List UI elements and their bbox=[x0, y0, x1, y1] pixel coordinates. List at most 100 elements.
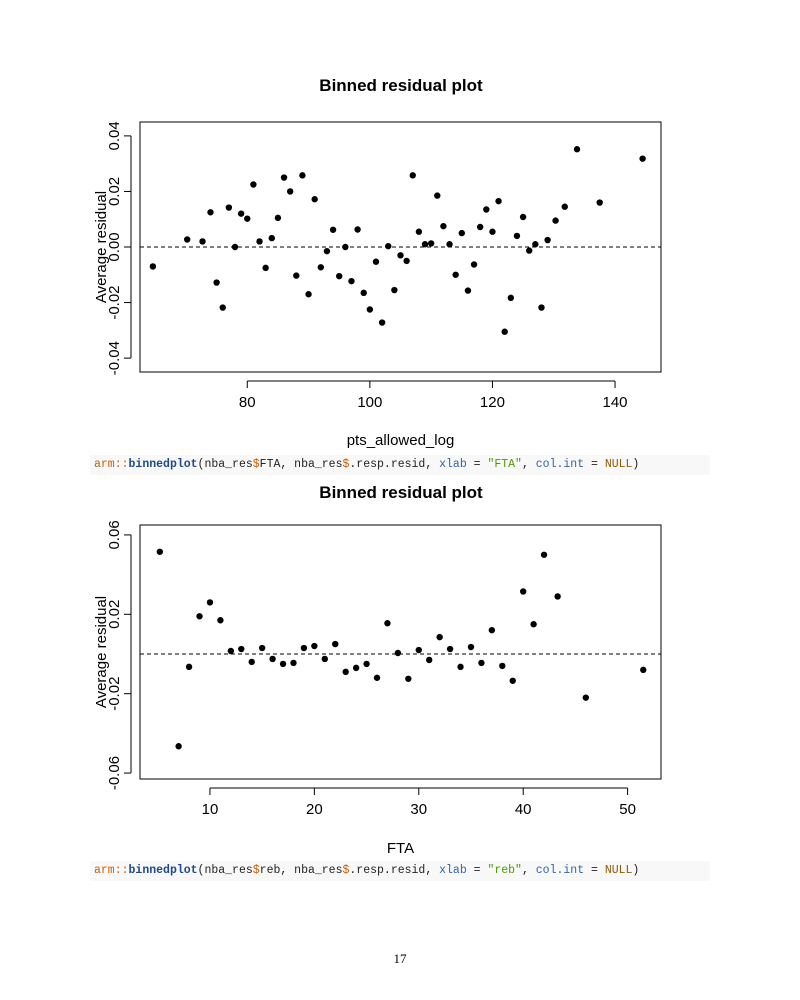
data-point bbox=[227, 647, 235, 655]
data-point bbox=[467, 643, 475, 651]
data-point bbox=[452, 271, 459, 278]
code-text: ) bbox=[632, 864, 640, 877]
data-point bbox=[274, 214, 282, 222]
data-point bbox=[561, 203, 568, 210]
data-point bbox=[405, 675, 412, 682]
data-point bbox=[352, 664, 360, 672]
data-point bbox=[470, 261, 478, 268]
data-point bbox=[175, 743, 182, 750]
data-point bbox=[250, 181, 257, 188]
data-point bbox=[363, 660, 370, 668]
data-point bbox=[519, 213, 527, 221]
code-line-fta: arm::binnedplot(nba_res$FTA, nba_res$.re… bbox=[90, 455, 710, 475]
data-point bbox=[489, 228, 496, 235]
data-point bbox=[478, 659, 485, 667]
code-null: NULL bbox=[604, 864, 633, 877]
data-point bbox=[458, 229, 465, 237]
y-tick-label: 0.06 bbox=[106, 520, 123, 549]
data-point bbox=[391, 286, 398, 294]
data-point bbox=[237, 210, 245, 217]
data-point bbox=[421, 241, 429, 248]
code-function: binnedplot bbox=[128, 458, 198, 471]
data-point bbox=[238, 645, 245, 653]
code-dollar: $ bbox=[252, 864, 260, 877]
data-point bbox=[342, 243, 349, 251]
x-tick-label: 10 bbox=[202, 801, 219, 818]
data-point bbox=[348, 277, 355, 285]
code-argument: col.int bbox=[535, 458, 585, 471]
data-point bbox=[552, 217, 559, 224]
y-tick-label: -0.04 bbox=[106, 341, 123, 375]
code-namespace: arm bbox=[94, 458, 115, 471]
code-text: (nba_res bbox=[197, 458, 253, 471]
data-point bbox=[196, 613, 203, 620]
y-tick-label: 0.02 bbox=[106, 600, 123, 629]
data-point bbox=[403, 257, 410, 265]
binned-residual-plot-fta: Binned residual plot 10 20 30 40 50 -0.06 -0.02… bbox=[93, 483, 662, 857]
x-axis-label: FTA bbox=[387, 840, 414, 857]
data-point bbox=[513, 232, 521, 240]
data-point bbox=[519, 588, 527, 595]
data-point bbox=[225, 204, 233, 211]
data-point bbox=[596, 199, 603, 206]
data-point bbox=[378, 319, 386, 326]
code-text: = bbox=[584, 458, 605, 471]
data-point bbox=[526, 247, 533, 254]
data-point bbox=[354, 226, 361, 233]
data-point bbox=[409, 172, 416, 179]
data-point bbox=[495, 197, 502, 205]
data-point bbox=[372, 258, 380, 265]
x-tick-label: 80 bbox=[239, 394, 256, 411]
data-point bbox=[293, 272, 300, 279]
data-point bbox=[434, 192, 441, 199]
data-point bbox=[640, 666, 647, 674]
code-null: NULL bbox=[604, 458, 633, 471]
data-point bbox=[488, 626, 496, 634]
y-axis-label: Average residual bbox=[93, 191, 110, 303]
code-text: ) bbox=[632, 458, 640, 471]
data-point bbox=[262, 264, 269, 272]
data-point bbox=[156, 548, 164, 555]
data-point bbox=[300, 644, 308, 652]
data-point bbox=[509, 677, 516, 684]
code-line-reb: arm::binnedplot(nba_res$reb, nba_res$.re… bbox=[90, 861, 710, 881]
x-axis-label: pts_allowed_log bbox=[347, 432, 455, 449]
data-point bbox=[639, 155, 646, 162]
data-point bbox=[290, 659, 297, 667]
code-dollar: $ bbox=[252, 458, 260, 471]
data-point bbox=[311, 196, 318, 203]
data-point bbox=[219, 304, 226, 311]
data-point bbox=[366, 306, 374, 313]
code-argument: xlab bbox=[439, 864, 467, 877]
y-tick-label: -0.02 bbox=[106, 285, 123, 319]
data-point bbox=[268, 234, 275, 242]
data-point bbox=[501, 328, 508, 335]
code-text: , bbox=[521, 864, 536, 877]
data-point bbox=[286, 188, 294, 195]
data-point bbox=[149, 263, 157, 270]
data-point bbox=[483, 206, 490, 213]
data-point bbox=[573, 146, 581, 153]
data-point bbox=[244, 215, 251, 222]
code-string: "reb" bbox=[487, 864, 522, 877]
x-tick-label: 40 bbox=[515, 801, 532, 818]
code-text: = bbox=[584, 864, 605, 877]
data-point bbox=[299, 172, 306, 179]
data-point bbox=[199, 238, 206, 245]
data-point bbox=[329, 226, 337, 233]
y-tick-label: -0.06 bbox=[106, 756, 123, 790]
code-separator: :: bbox=[114, 864, 129, 877]
code-text: .resp.resid, bbox=[349, 458, 440, 471]
data-point bbox=[544, 236, 551, 244]
x-tick-label: 50 bbox=[619, 801, 636, 818]
data-point bbox=[476, 223, 484, 231]
data-point bbox=[185, 663, 193, 671]
code-function: binnedplot bbox=[128, 864, 198, 877]
data-point bbox=[436, 633, 443, 641]
y-axis-label: Average residual bbox=[93, 596, 110, 708]
data-point bbox=[279, 660, 287, 668]
y-tick-label: 0.02 bbox=[106, 177, 123, 206]
data-point bbox=[217, 617, 224, 624]
code-text: (nba_res bbox=[197, 864, 253, 877]
code-argument: col.int bbox=[535, 864, 585, 877]
